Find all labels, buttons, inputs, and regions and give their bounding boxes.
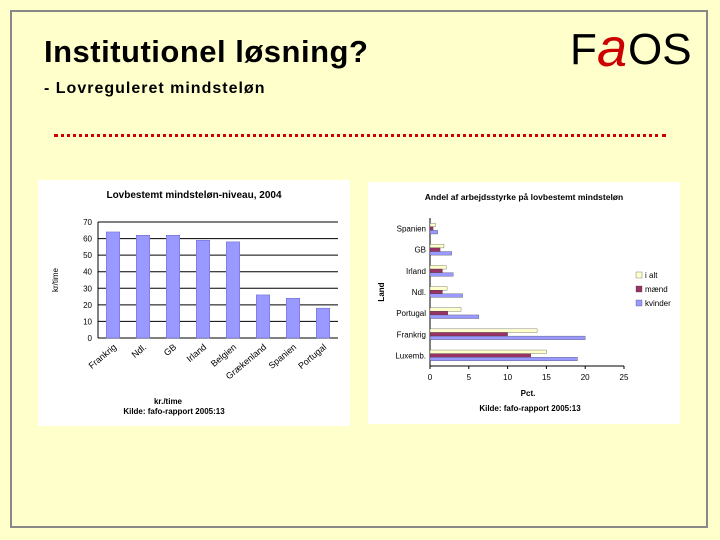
logo-middle: a — [597, 18, 627, 74]
bar-kvinder-2 — [429, 272, 454, 277]
y-tick-label: Irland — [406, 267, 426, 276]
faos-logo: F a OS — [570, 18, 692, 74]
bar-gb — [166, 235, 180, 339]
bar-belgien — [226, 241, 240, 339]
bar-i-alt-1 — [429, 244, 445, 249]
y-tick-label: 0 — [88, 334, 93, 343]
x-tick-label: 25 — [620, 373, 629, 382]
y-tick-label: 60 — [83, 235, 92, 244]
bar-mænd-6 — [429, 353, 532, 358]
y-tick-label: Portugal — [396, 309, 426, 318]
bar-mænd-4 — [429, 311, 448, 316]
y-tick-label: 10 — [83, 317, 92, 326]
legend-swatch — [635, 271, 643, 279]
chart-title: Lovbestemt mindsteløn-niveau, 2004 — [106, 190, 281, 201]
y-axis-label: Land — [377, 282, 386, 301]
bar-kvinder-1 — [429, 251, 452, 256]
x-tick-label: Irland — [185, 342, 209, 364]
bar-irland — [196, 239, 210, 339]
x-tick-label: 10 — [503, 373, 512, 382]
bar-mænd-3 — [429, 290, 443, 294]
bar-kvinder-6 — [429, 357, 578, 361]
bar-kvinder-3 — [429, 293, 463, 298]
bar-i-alt-0 — [429, 223, 436, 227]
y-tick-label: 20 — [83, 301, 92, 310]
minimum-wage-level-chart: Lovbestemt mindsteløn-niveau, 2004 0 10 20 3… — [38, 180, 350, 426]
legend-label: kvinder — [645, 299, 671, 308]
bar-i-alt-6 — [429, 349, 547, 354]
x-tick-label: 0 — [428, 373, 433, 382]
x-tick-label: GB — [162, 342, 178, 358]
y-tick-label: 70 — [83, 218, 92, 227]
x-tick-label: Portugal — [296, 342, 328, 371]
bar-ndl — [136, 235, 150, 339]
chart-minimum-wage-svg: Lovbestemt mindsteløn-niveau, 2004 0 10 20 3… — [51, 190, 338, 416]
bar-i-alt-5 — [429, 328, 538, 333]
legend-label: mænd — [645, 285, 668, 294]
y-axis-label: kr/time — [51, 267, 60, 292]
x-tick-label: 20 — [581, 373, 590, 382]
bar-i-alt-4 — [429, 307, 462, 312]
chart-workforce-share-svg: Andel af arbejdsstyrke på lovbestemt min… — [377, 192, 671, 413]
legend-label: i alt — [645, 271, 658, 280]
logo-suffix: OS — [628, 25, 692, 74]
bar-spanien — [286, 297, 300, 339]
x-tick-label: Frankrig — [87, 342, 119, 371]
y-tick-label: GB — [414, 246, 426, 255]
bar-mænd-5 — [429, 332, 508, 337]
bar-i-alt-3 — [429, 286, 448, 291]
x-axis-label: kr./time — [154, 397, 183, 406]
slide-frame — [10, 10, 708, 528]
y-tick-label: Frankrig — [397, 330, 426, 339]
bar-mænd-2 — [429, 268, 443, 273]
slide-title: Institutionel løsning? — [44, 34, 369, 69]
source-note: Kilde: fafo-rapport 2005:13 — [123, 407, 225, 416]
legend-swatch — [635, 299, 643, 307]
workforce-share-chart: Andel af arbejdsstyrke på lovbestemt min… — [368, 182, 680, 424]
y-tick-label: Spanien — [397, 225, 426, 234]
legend-swatch — [635, 285, 643, 293]
bar-kvinder-4 — [429, 314, 480, 319]
bar-i-alt-2 — [429, 265, 447, 270]
bar-mænd-1 — [429, 247, 441, 252]
y-tick-label: Luxemb. — [395, 351, 426, 360]
logo-prefix: F — [570, 25, 597, 74]
divider-line — [54, 134, 666, 137]
bar-mænd-0 — [429, 226, 434, 231]
x-tick-label: Spanien — [267, 342, 299, 371]
bar-frankrig — [106, 231, 120, 339]
source-note: Kilde: fafo-rapport 2005:13 — [479, 404, 581, 413]
chart-title: Andel af arbejdsstyrke på lovbestemt min… — [425, 192, 623, 202]
bar-portugal — [316, 307, 330, 339]
bar-grækenland — [256, 294, 270, 339]
y-tick-label: Ndl. — [412, 288, 426, 297]
y-tick-label: 50 — [83, 251, 92, 260]
x-axis-label: Pct. — [521, 389, 536, 398]
y-tick-label: 30 — [83, 284, 92, 293]
x-tick-label: 15 — [542, 373, 551, 382]
x-tick-label: Ndl. — [130, 342, 149, 360]
x-tick-label: 5 — [467, 373, 472, 382]
y-tick-label: 40 — [83, 268, 92, 277]
bar-kvinder-0 — [429, 230, 438, 235]
bar-kvinder-5 — [429, 335, 586, 340]
slide-subtitle: - Lovreguleret mindsteløn — [44, 80, 266, 97]
